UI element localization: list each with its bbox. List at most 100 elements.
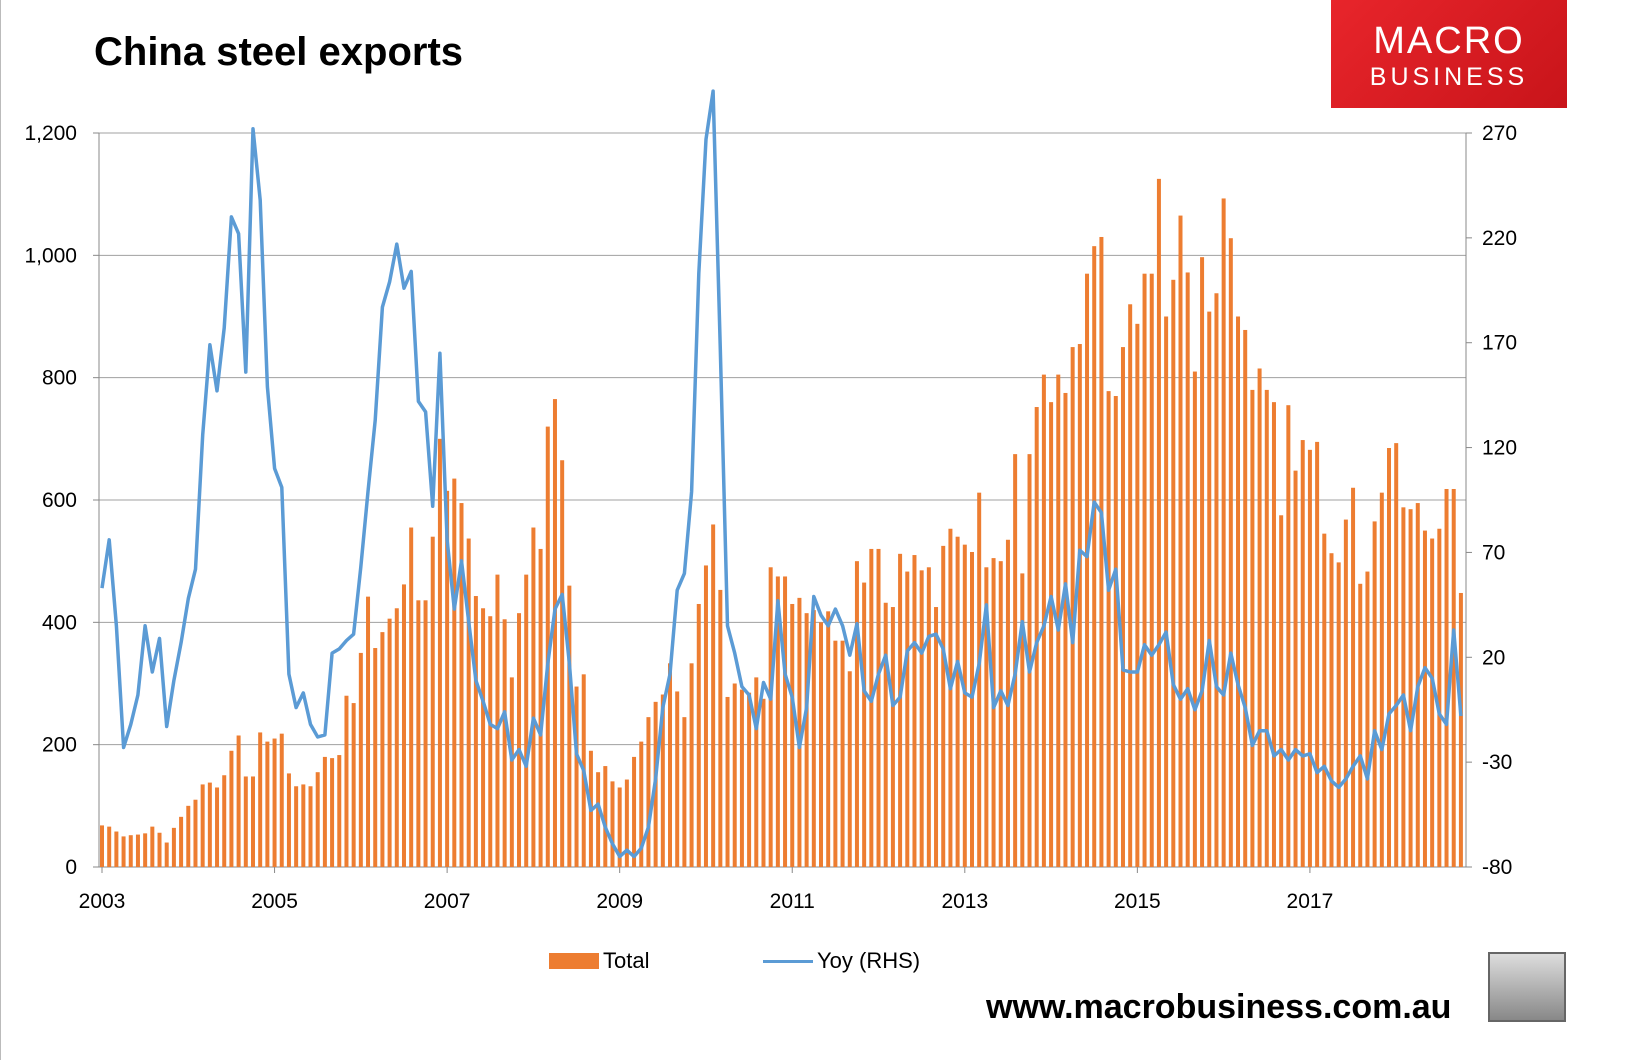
logo-line1: MACRO [1373, 20, 1525, 62]
macrobusiness-logo: MACRO BUSINESS [1331, 0, 1567, 108]
bar-total [1128, 304, 1133, 867]
bar-total [1372, 521, 1377, 867]
bar-total [689, 663, 694, 867]
y-right-tick-label: -80 [1482, 856, 1512, 879]
bar-total [668, 663, 673, 867]
bar-total [200, 784, 205, 867]
bar-total [1149, 273, 1154, 867]
bar-total [1200, 257, 1205, 867]
x-tick-label: 2015 [1114, 890, 1161, 913]
website-url: www.macrobusiness.com.au [986, 988, 1452, 1026]
bar-total [517, 613, 522, 867]
bar-total [1422, 530, 1427, 867]
bar-total [265, 741, 270, 867]
bar-total [1099, 236, 1104, 867]
bar-total [639, 741, 644, 867]
bar-total [1250, 389, 1255, 867]
bar-total [790, 603, 795, 867]
bar-total [610, 781, 615, 867]
bar-total [1228, 238, 1233, 867]
y-left-tick-label: 0 [65, 856, 77, 879]
bar-total [358, 652, 363, 867]
bar-total [1293, 470, 1298, 867]
bar-total [596, 772, 601, 867]
bar-total [1351, 487, 1356, 867]
bar-total [114, 831, 119, 867]
bar-total [294, 786, 299, 867]
bar-total [250, 776, 255, 867]
bar-total [998, 561, 1003, 867]
bar-total [128, 835, 133, 867]
bar-total [107, 826, 112, 867]
bar-total [1379, 492, 1384, 867]
x-tick-label: 2011 [770, 890, 815, 913]
bar-total [696, 603, 701, 867]
bar-total [1300, 440, 1305, 867]
x-tick-label: 2017 [1287, 890, 1334, 913]
bar-total [840, 640, 845, 867]
y-right-tick-label: 170 [1482, 332, 1517, 355]
bar-total [1279, 515, 1284, 867]
bar-total [1185, 272, 1190, 868]
bar-total [660, 694, 665, 867]
bar-total [833, 640, 838, 867]
bar-total [229, 750, 234, 867]
line-yoy [100, 89, 1463, 859]
bar-total [373, 648, 378, 867]
bar-total [854, 561, 859, 867]
bar-total [804, 613, 809, 867]
bar-total [905, 571, 910, 867]
bar-total [488, 616, 493, 867]
bar-total [258, 732, 263, 867]
bar-total [1178, 215, 1183, 867]
bar-total [617, 787, 622, 867]
y-right-tick-label: 220 [1482, 227, 1517, 250]
bar-total [862, 582, 867, 867]
bar-total [1336, 562, 1341, 867]
legend-item-total: Total [549, 948, 649, 974]
bar-total [962, 544, 967, 867]
bar-total [732, 683, 737, 867]
bar-total [272, 738, 277, 867]
bar-total [143, 833, 148, 867]
bar-total [1444, 488, 1449, 867]
bar-total [1315, 441, 1320, 867]
bar-total [430, 536, 435, 867]
bar-total [473, 596, 478, 867]
bar-total [1142, 273, 1147, 867]
bar-total [775, 576, 780, 867]
legend-swatch-total [549, 953, 599, 969]
bar-total [387, 618, 392, 867]
bar-total [783, 576, 788, 867]
bar-total [1092, 246, 1097, 868]
bar-total [675, 691, 680, 867]
bar-total [502, 619, 507, 867]
bar-total [401, 584, 406, 867]
bar-total [747, 692, 752, 867]
bar-total [941, 545, 946, 867]
bar-total [524, 574, 529, 867]
legend-label-total: Total [603, 948, 650, 973]
bar-total [1085, 273, 1090, 867]
bar-total [725, 696, 730, 867]
bar-total [718, 589, 723, 867]
bar-total [969, 551, 974, 867]
bar-total [531, 527, 536, 867]
bar-total [538, 548, 543, 867]
y-left-tick-label: 200 [42, 734, 77, 757]
bar-total [193, 799, 198, 867]
bar-total [739, 689, 744, 867]
bar-total [632, 756, 637, 867]
bar-total [179, 816, 184, 867]
bar-total [466, 538, 471, 867]
legend-label-yoy: Yoy (RHS) [817, 948, 921, 973]
bar-total [366, 596, 371, 867]
bar-total [330, 758, 335, 867]
bar-total [171, 827, 176, 867]
bar-total [984, 567, 989, 867]
bar-total [322, 756, 327, 867]
bar-total [222, 775, 227, 867]
x-tick-label: 2013 [941, 890, 988, 913]
wolf-logo-image [1488, 952, 1566, 1022]
bar-total [624, 779, 629, 867]
